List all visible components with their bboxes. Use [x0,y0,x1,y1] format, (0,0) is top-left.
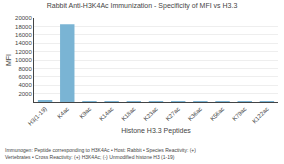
svg-text:2000: 2000 [18,91,32,97]
svg-text:H3(1-19): H3(1-19) [27,106,48,127]
svg-text:K27ac: K27ac [165,106,181,122]
svg-text:K4ac: K4ac [56,106,70,120]
svg-text:6000: 6000 [18,74,32,80]
svg-text:K56ac: K56ac [209,106,225,122]
svg-text:MFI: MFI [5,54,12,66]
svg-text:18000: 18000 [15,24,32,30]
svg-text:Rabbit Anti-H3K4Ac Immunizatio: Rabbit Anti-H3K4Ac Immunization - Specif… [47,2,238,10]
svg-text:10000: 10000 [15,57,32,63]
svg-text:K14ac: K14ac [98,106,114,122]
svg-text:8000: 8000 [18,66,32,72]
svg-text:Immunogen: Peptide correspondi: Immunogen: Peptide corresponding to H3K4… [5,147,196,160]
svg-text:K122ac: K122ac [251,106,270,125]
svg-text:K23ac: K23ac [143,106,159,122]
svg-text:K36ac: K36ac [187,106,203,122]
svg-text:16000: 16000 [15,32,32,38]
svg-text:Histone H3.3 Peptides: Histone H3.3 Peptides [121,127,191,135]
svg-text:14000: 14000 [15,40,32,46]
svg-text:4000: 4000 [18,82,32,88]
svg-text:K79ac: K79ac [231,106,247,122]
svg-text:K9ac: K9ac [78,106,92,120]
svg-text:K18ac: K18ac [120,106,136,122]
svg-text:12000: 12000 [15,49,32,55]
svg-text:20000: 20000 [15,15,32,21]
